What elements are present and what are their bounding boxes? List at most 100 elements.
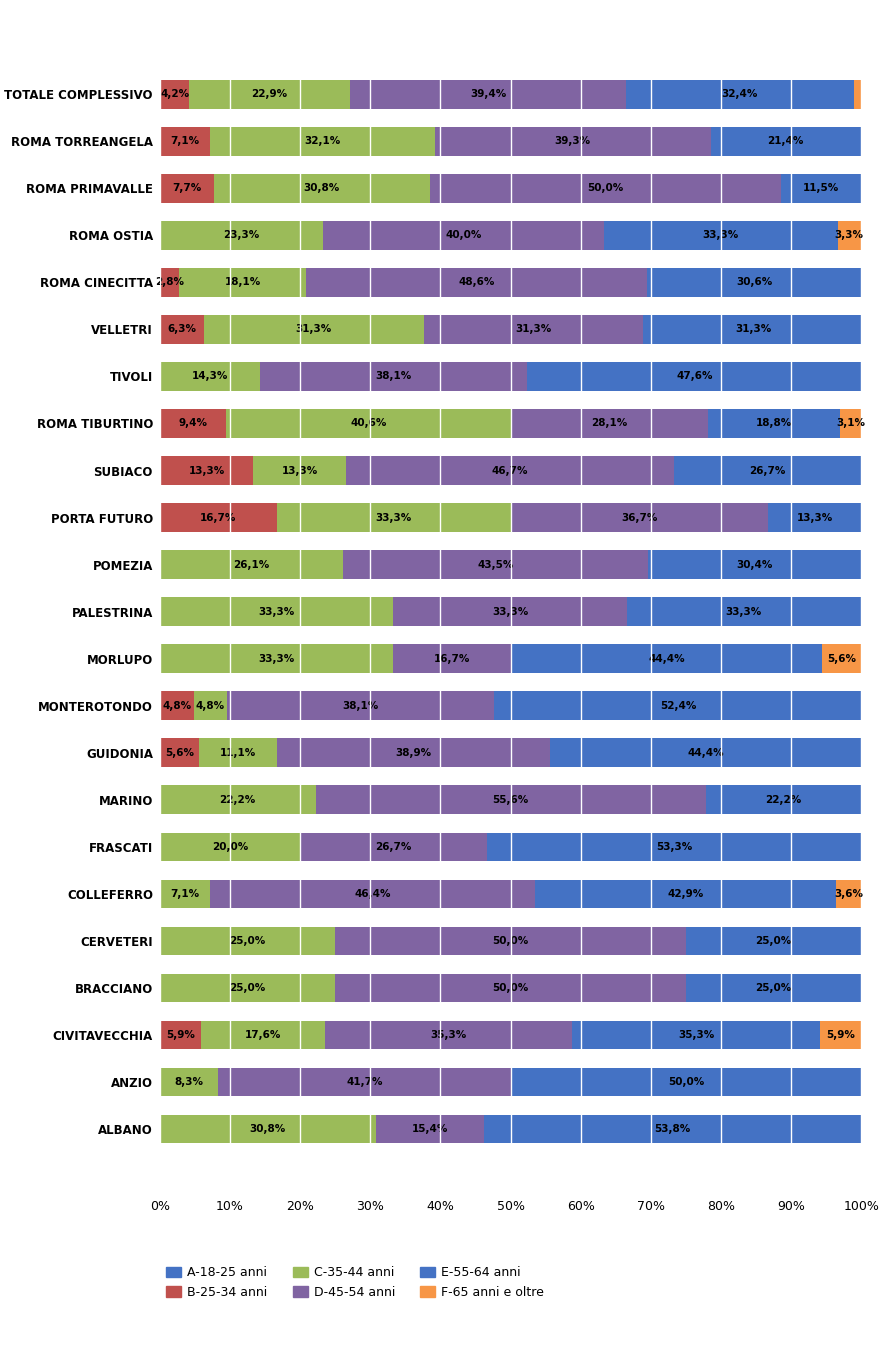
Text: 31,3%: 31,3% [296,325,332,334]
Text: 11,5%: 11,5% [803,183,839,193]
Bar [853,80,861,109]
Bar [160,268,179,296]
Bar [706,786,861,814]
Text: 26,7%: 26,7% [749,466,786,476]
Text: 42,9%: 42,9% [668,889,704,898]
Text: 14,3%: 14,3% [192,371,228,382]
Bar [160,927,335,955]
Text: 31,3%: 31,3% [515,325,551,334]
Bar [325,1021,573,1049]
Text: 25,0%: 25,0% [229,935,266,946]
Bar [424,315,643,344]
Text: 23,3%: 23,3% [224,231,259,241]
Text: 38,9%: 38,9% [395,747,432,757]
Text: 4,2%: 4,2% [160,90,189,99]
Bar [768,503,861,531]
Text: 22,2%: 22,2% [765,795,802,805]
Bar [393,644,511,673]
Text: 55,6%: 55,6% [493,795,528,805]
Bar [535,879,836,908]
Bar [346,457,674,485]
Bar [160,128,210,155]
Text: 33,3%: 33,3% [492,606,528,617]
Bar [393,598,627,625]
Bar [323,222,604,250]
Text: 3,3%: 3,3% [835,231,864,241]
Bar [160,692,194,720]
Text: 38,1%: 38,1% [376,371,412,382]
Bar [160,457,253,485]
Text: 7,1%: 7,1% [170,889,199,898]
Bar [550,738,861,766]
Text: 47,6%: 47,6% [676,371,713,382]
Text: 21,4%: 21,4% [767,136,804,147]
Text: 40,6%: 40,6% [350,419,386,428]
Bar [189,80,350,109]
Text: 40,0%: 40,0% [446,231,482,241]
Text: 18,8%: 18,8% [756,419,792,428]
Text: 8,3%: 8,3% [174,1076,203,1087]
Bar [626,80,853,109]
Bar [160,363,260,390]
Text: 5,9%: 5,9% [166,1030,195,1040]
Text: 33,3%: 33,3% [725,606,762,617]
Text: 33,3%: 33,3% [702,231,739,241]
Text: 2,8%: 2,8% [155,277,184,288]
Text: 13,3%: 13,3% [188,466,225,476]
Bar [160,409,226,438]
Bar [604,222,837,250]
Text: 52,4%: 52,4% [660,701,696,711]
Bar [227,692,495,720]
Bar [511,503,768,531]
Text: 9,4%: 9,4% [178,419,207,428]
Bar [160,833,300,860]
Bar [160,222,323,250]
Bar [343,550,648,579]
Bar [160,598,393,625]
Bar [160,1068,218,1095]
Text: 30,6%: 30,6% [737,277,773,288]
Bar [214,174,430,202]
Bar [484,1114,861,1143]
Text: 32,1%: 32,1% [304,136,340,147]
Text: 11,1%: 11,1% [220,747,256,757]
Text: 33,3%: 33,3% [258,606,295,617]
Bar [647,268,862,296]
Bar [160,174,214,202]
Text: 53,3%: 53,3% [656,841,693,852]
Bar [573,1021,820,1049]
Text: 46,4%: 46,4% [354,889,391,898]
Bar [179,268,306,296]
Text: 35,3%: 35,3% [678,1030,714,1040]
Bar [160,550,343,579]
Bar [511,409,708,438]
Bar [210,128,435,155]
Text: 7,7%: 7,7% [172,183,202,193]
Bar [710,128,860,155]
Text: 32,4%: 32,4% [722,90,758,99]
Text: 46,7%: 46,7% [492,466,528,476]
Text: 5,6%: 5,6% [165,747,194,757]
Bar [160,644,393,673]
Bar [253,457,346,485]
Text: 4,8%: 4,8% [195,701,225,711]
Text: 50,0%: 50,0% [587,183,623,193]
Text: 25,0%: 25,0% [229,983,266,992]
Bar [277,503,511,531]
Bar [648,550,861,579]
Bar [210,879,535,908]
Text: 39,3%: 39,3% [555,136,591,147]
Text: 28,1%: 28,1% [591,419,627,428]
Bar [306,268,647,296]
Bar [315,786,706,814]
Bar [160,503,277,531]
Bar [488,833,861,860]
Text: 13,3%: 13,3% [281,466,318,476]
Bar [674,457,861,485]
Text: 16,7%: 16,7% [200,512,236,522]
Text: 36,7%: 36,7% [621,512,657,522]
Text: 30,8%: 30,8% [304,183,340,193]
Text: 25,0%: 25,0% [756,935,792,946]
Text: 26,7%: 26,7% [376,841,412,852]
Text: 50,0%: 50,0% [493,983,528,992]
